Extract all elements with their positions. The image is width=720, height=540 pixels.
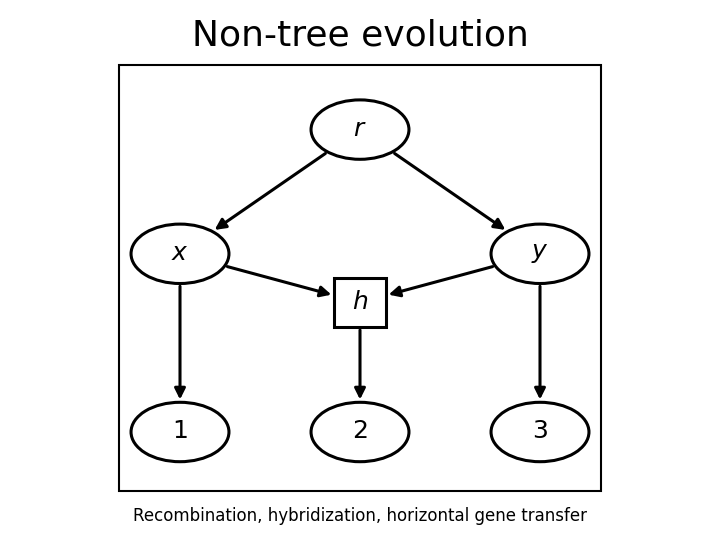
Text: $h$: $h$ bbox=[352, 291, 368, 314]
Bar bbox=[334, 278, 386, 327]
Bar bbox=[119, 65, 601, 491]
Text: $r$: $r$ bbox=[354, 118, 366, 141]
Text: Recombination, hybridization, horizontal gene transfer: Recombination, hybridization, horizontal… bbox=[133, 507, 587, 525]
Ellipse shape bbox=[131, 224, 229, 284]
Ellipse shape bbox=[491, 224, 589, 284]
Text: $1$: $1$ bbox=[172, 421, 188, 443]
Ellipse shape bbox=[131, 402, 229, 462]
Text: $y$: $y$ bbox=[531, 242, 549, 265]
Text: $2$: $2$ bbox=[352, 421, 368, 443]
Text: $3$: $3$ bbox=[532, 421, 548, 443]
Ellipse shape bbox=[311, 402, 409, 462]
Text: Non-tree evolution: Non-tree evolution bbox=[192, 18, 528, 52]
Ellipse shape bbox=[491, 402, 589, 462]
Text: $x$: $x$ bbox=[171, 242, 189, 265]
Ellipse shape bbox=[311, 100, 409, 159]
